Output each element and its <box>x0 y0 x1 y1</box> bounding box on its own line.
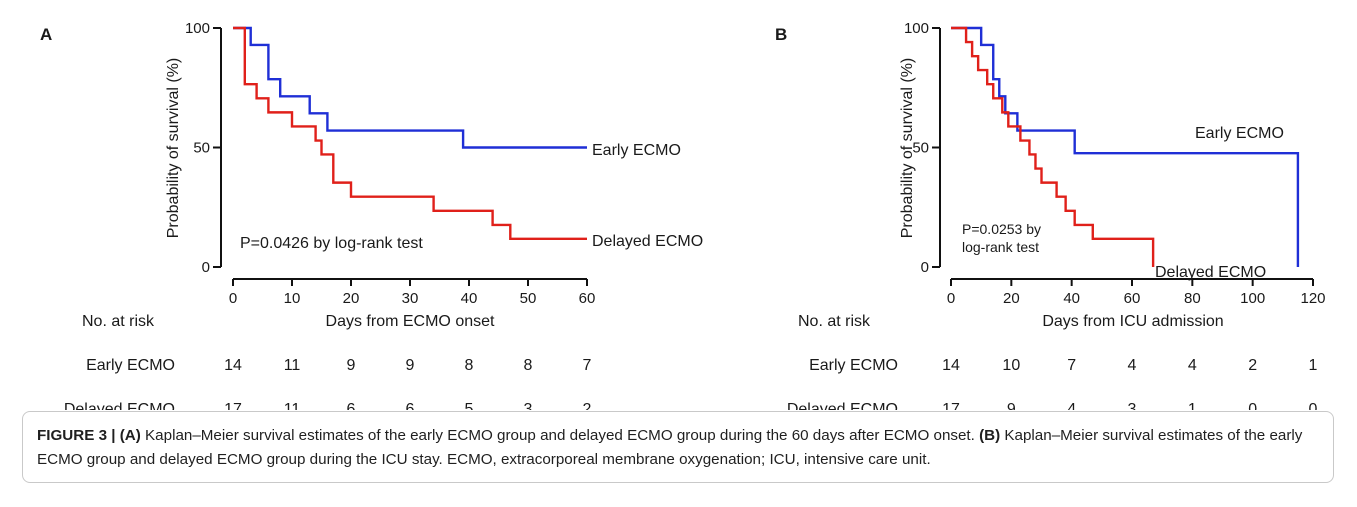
risk-value-early: 7 <box>583 357 592 374</box>
delayed-ecmo-survival-curve <box>233 26 587 240</box>
x-tick-label: 0 <box>229 290 237 307</box>
caption-part-b-bold: (B) <box>979 427 1001 444</box>
panel-b-pvalue-line-2: log-rank test <box>962 239 1039 255</box>
panel-a-legend-early: Early ECMO <box>592 142 681 159</box>
panel-b-y-axis-label: Probability of survival (%) <box>899 58 916 239</box>
risk-value-early: 10 <box>1002 357 1020 374</box>
delayed-ecmo-survival-curve <box>951 26 1155 267</box>
panel-a-pvalue-annotation: P=0.0426 by log-rank test <box>240 235 423 252</box>
panel-b-axes: 0 50 100 0 20 40 60 80 100 120 <box>904 20 1326 307</box>
caption-part-a-bold: (A) <box>119 427 141 444</box>
figure-caption: FIGURE 3 | (A) Kaplan–Meier survival est… <box>22 411 1334 483</box>
panel-b-risk-values: 14 10 7 4 4 2 117 9 4 3 1 0 0 <box>942 357 1317 410</box>
x-tick-label: 80 <box>1184 290 1201 307</box>
risk-value-delayed: 4 <box>1067 401 1076 410</box>
x-tick-label: 20 <box>1003 290 1020 307</box>
risk-value-delayed: 6 <box>406 401 415 410</box>
risk-value-early: 9 <box>406 357 415 374</box>
panel-b-risk-label-early: Early ECMO <box>809 357 898 374</box>
panel-b-series <box>951 26 1300 267</box>
risk-value-early: 8 <box>524 357 533 374</box>
risk-value-early: 9 <box>347 357 356 374</box>
panel-a-risk-label-delayed: Delayed ECMO <box>64 401 175 410</box>
risk-value-early: 14 <box>224 357 242 374</box>
risk-value-delayed: 5 <box>465 401 474 410</box>
panel-a-legend-delayed: Delayed ECMO <box>592 233 703 250</box>
x-tick-label: 40 <box>461 290 478 307</box>
risk-value-early: 7 <box>1067 357 1076 374</box>
x-tick-label: 10 <box>284 290 301 307</box>
panel-b-risk-header: No. at risk <box>798 313 871 330</box>
panel-b-legend-delayed: Delayed ECMO <box>1155 264 1266 281</box>
risk-value-delayed: 1 <box>1188 401 1197 410</box>
x-tick-label: 20 <box>343 290 360 307</box>
panel-a-series <box>233 26 587 240</box>
panel-a-x-axis-label: Days from ECMO onset <box>326 313 495 330</box>
caption-part-a-text: Kaplan–Meier survival estimates of the e… <box>140 427 980 444</box>
panel-b-pvalue-line-1: P=0.0253 by <box>962 221 1041 237</box>
panel-a: A Probability of survival (%) Days from … <box>40 20 703 410</box>
y-tick-label: 0 <box>921 259 929 276</box>
caption-part-b-text: Kaplan–Meier survival estimates of the e… <box>37 427 1303 468</box>
panel-a-risk-label-early: Early ECMO <box>86 357 175 374</box>
x-tick-label: 0 <box>947 290 955 307</box>
panel-b-label: B <box>775 25 787 44</box>
y-tick-label: 100 <box>904 20 929 37</box>
risk-value-early: 8 <box>465 357 474 374</box>
risk-value-delayed: 0 <box>1248 401 1257 410</box>
panel-a-risk-values: 14 11 9 9 8 8 7 17 11 6 6 5 3 2 <box>224 357 591 410</box>
risk-value-early: 14 <box>942 357 960 374</box>
risk-value-delayed: 0 <box>1309 401 1318 410</box>
panel-b-x-axis-label: Days from ICU admission <box>1042 313 1223 330</box>
figure-svg: A Probability of survival (%) Days from … <box>40 20 1326 410</box>
x-tick-label: 40 <box>1063 290 1080 307</box>
x-tick-label: 60 <box>579 290 596 307</box>
y-tick-label: 50 <box>193 140 210 157</box>
panel-a-label: A <box>40 25 52 44</box>
risk-value-early: 1 <box>1309 357 1318 374</box>
risk-value-delayed: 11 <box>284 401 301 410</box>
risk-value-delayed: 3 <box>1128 401 1137 410</box>
x-tick-label: 60 <box>1124 290 1141 307</box>
panel-a-y-axis-label: Probability of survival (%) <box>165 58 182 239</box>
early-ecmo-survival-curve <box>951 26 1300 267</box>
caption-figure-label: FIGURE 3 | <box>37 427 120 444</box>
early-ecmo-survival-curve <box>233 26 587 149</box>
x-tick-label: 120 <box>1300 290 1325 307</box>
panel-b: B Probability of survival (%) Days from … <box>775 20 1326 410</box>
risk-value-early: 4 <box>1188 357 1197 374</box>
risk-value-delayed: 3 <box>524 401 533 410</box>
panel-a-axes: 0 50 100 0 10 20 30 40 50 60 <box>185 20 595 307</box>
x-tick-label: 100 <box>1240 290 1265 307</box>
risk-value-delayed: 2 <box>583 401 592 410</box>
y-tick-label: 100 <box>185 20 210 37</box>
risk-value-delayed: 17 <box>224 401 242 410</box>
y-tick-label: 50 <box>912 140 929 157</box>
risk-value-early: 4 <box>1128 357 1137 374</box>
risk-value-early: 2 <box>1248 357 1257 374</box>
y-tick-label: 0 <box>202 259 210 276</box>
risk-value-delayed: 9 <box>1007 401 1016 410</box>
x-tick-label: 50 <box>520 290 537 307</box>
risk-value-delayed: 17 <box>942 401 960 410</box>
panel-b-legend-early: Early ECMO <box>1195 125 1284 142</box>
risk-value-early: 11 <box>284 357 301 374</box>
risk-value-delayed: 6 <box>347 401 356 410</box>
panel-b-risk-label-delayed: Delayed ECMO <box>787 401 898 410</box>
panel-a-risk-header: No. at risk <box>82 313 155 330</box>
x-tick-label: 30 <box>402 290 419 307</box>
